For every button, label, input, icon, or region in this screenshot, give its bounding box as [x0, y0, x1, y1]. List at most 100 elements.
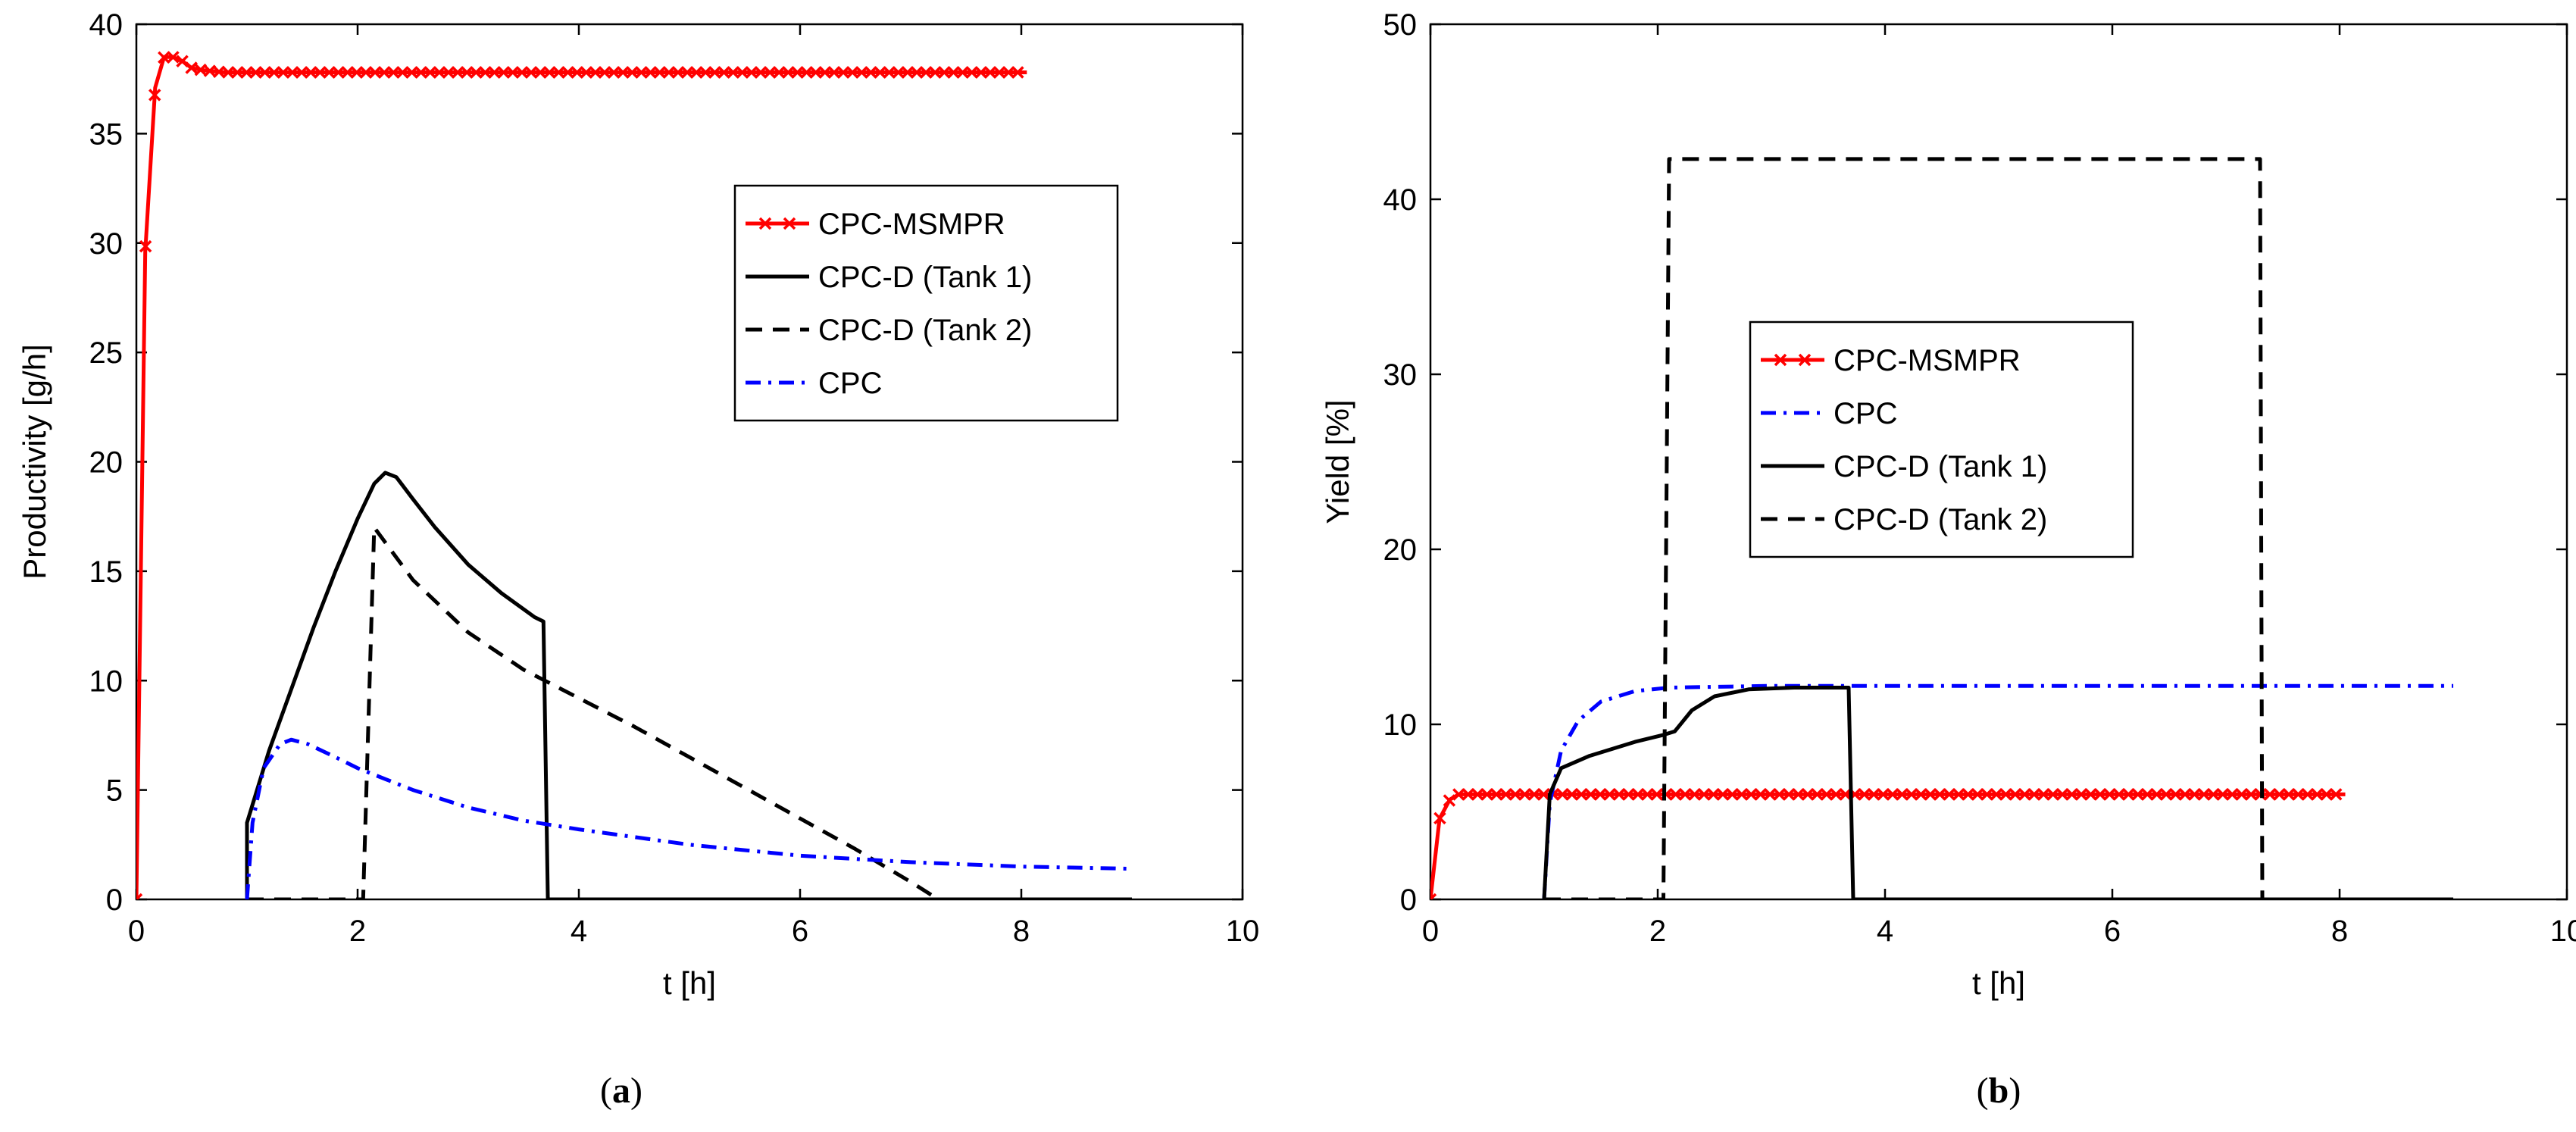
chart-b-series-cpc-msmpr-marker: [1962, 788, 1974, 801]
chart-a-ytick-label: 0: [106, 883, 123, 917]
chart-a-series-cpc-msmpr-marker: [470, 66, 483, 79]
chart-b-series-cpc-msmpr-marker: [1999, 788, 2012, 801]
chart-b-series-cpc-msmpr-marker: [1584, 788, 1597, 801]
chart-a-series-cpc-msmpr-marker: [1002, 66, 1015, 79]
chart-a-series-cpc-msmpr-marker: [387, 66, 400, 79]
chart-a-series-cpc-msmpr-marker: [221, 66, 235, 79]
chart-a-series-cpc-msmpr-marker: [314, 66, 327, 79]
chart-b-series-cpc-msmpr-marker: [2018, 788, 2031, 801]
chart-b-series-cpc-msmpr-marker: [1934, 788, 1946, 801]
chart-a-legend-label: CPC-D (Tank 2): [818, 314, 1032, 347]
chart-b-series-cpc-msmpr-marker: [2178, 788, 2192, 801]
chart-b-series-cpc-msmpr-marker: [2159, 788, 2173, 801]
chart-b-series-cpc-msmpr-marker: [1641, 788, 1654, 801]
chart-a-series-cpc-msmpr-marker: [773, 66, 786, 79]
chart-b-series-cpc-msmpr-marker: [1905, 788, 1918, 801]
chart-a-ytick-label: 35: [89, 117, 123, 151]
chart-a-series-cpc-msmpr-marker: [800, 66, 813, 79]
chart-b-series-cpc-msmpr-marker: [1830, 788, 1843, 801]
chart-a-series-cpc-msmpr-marker: [396, 66, 409, 79]
chart-b-series-cpc-msmpr-marker: [1858, 788, 1871, 801]
chart-a-xlabel: t [h]: [663, 965, 716, 1001]
chart-a-series-cpc-msmpr-marker: [589, 66, 602, 79]
chart-b-series-cpc-msmpr-marker: [2282, 788, 2296, 801]
chart-a-series-cpc-msmpr-marker: [1011, 66, 1024, 79]
chart-a-series-cpc-msmpr-marker: [883, 66, 896, 79]
chart-b-series-cpc-msmpr-marker: [1915, 788, 1927, 801]
chart-b-series-cpc-msmpr-marker: [2112, 788, 2126, 801]
chart-a-series-cpc-msmpr-marker: [359, 66, 373, 79]
chart-b-xtick-label: 0: [1422, 915, 1439, 948]
chart-b-series-cpc-msmpr-marker: [1707, 788, 1720, 801]
chart-a-series-cpc-msmpr-marker: [864, 66, 877, 79]
chart-b-series-cpc-msmpr-marker: [2084, 788, 2097, 801]
chart-b-series-cpc-msmpr-line: [1430, 792, 2346, 899]
chart-a-series-cpc-msmpr-marker: [699, 66, 712, 79]
chart-b-series-cpc-msmpr-marker: [2292, 788, 2305, 801]
chart-a-ytick-label: 40: [89, 8, 123, 42]
chart-b-series-cpc-msmpr-marker: [1499, 788, 1512, 801]
chart-a-series-cpc-msmpr-marker: [240, 66, 253, 79]
chart-b-series-cpc-msmpr-marker: [2009, 788, 2022, 801]
chart-a-series-cpc-msmpr-marker: [277, 66, 290, 79]
chart-b-legend: CPC-MSMPR CPC CPC-D (Tank 1) CPC-D (Tank 2): [1749, 321, 2134, 558]
chart-b-series-cpc-msmpr-marker: [1508, 788, 1522, 801]
chart-a-series-cpc-msmpr-marker: [167, 51, 180, 64]
chart-a-series-cpc-msmpr-marker: [368, 66, 382, 79]
chart-a-series-cpc-msmpr-marker: [607, 66, 621, 79]
chart-a-series-cpc-msmpr-marker: [662, 66, 676, 79]
chart-a-ytick-label: 15: [89, 555, 123, 589]
chart-b-series-cpc-msmpr-marker: [2046, 788, 2059, 801]
chart-a-series-cpc-msmpr-marker: [231, 66, 244, 79]
chart-a-xtick-label: 10: [1226, 915, 1260, 948]
chart-b-series-cpc-msmpr-marker: [2122, 788, 2135, 801]
chart-b-series-cpc-msmpr-marker: [1792, 788, 1805, 801]
chart-b-series-cpc-msmpr-marker: [2301, 788, 2315, 801]
chart-b-series-cpc-msmpr-marker: [1716, 788, 1730, 801]
chart-a-series-cpc-msmpr-marker: [727, 66, 739, 79]
chart-a-series-cpc-msmpr-marker: [836, 66, 850, 79]
chart-a-series-cpc-msmpr-marker: [148, 89, 161, 102]
chart-a-series-cpc-msmpr-marker: [855, 66, 868, 79]
chart-a-series-cpc-msmpr-marker: [892, 66, 905, 79]
chart-a-series-cpc-msmpr-marker: [965, 66, 978, 79]
chart-a-series-cpc-msmpr-marker: [305, 66, 317, 79]
chart-b-series-cpc-msmpr-marker: [2131, 788, 2144, 801]
chart-b-series-cpc-msmpr-marker: [1433, 811, 1446, 825]
chart-b-series-cpc-msmpr-marker: [2065, 788, 2078, 801]
chart-a-series-cpc-msmpr-marker: [689, 66, 703, 79]
chart-a-ytick-label: 5: [106, 774, 123, 808]
chart-b-series-cpc-msmpr-marker: [1811, 788, 1824, 801]
chart-b-series-cpc-msmpr-marker: [1471, 788, 1484, 801]
chart-panel-b: 0 2 4 6 8 10 0 10 20 30 40 50 t [h] Yield [%] CPC-MSMP…: [1288, 0, 2576, 1132]
chart-a-legend-label: CPC: [818, 367, 882, 400]
chart-a-series-cpc-msmpr-marker: [818, 66, 832, 79]
chart-b-series-cpc-msmpr-marker: [2235, 788, 2248, 801]
chart-a-series-cpc-d-tank-1: [245, 471, 1132, 899]
chart-b-series-cpc-msmpr-marker: [1943, 788, 1955, 801]
chart-a-series-cpc-msmpr-marker: [736, 66, 749, 79]
chart-a-xtick-label: 2: [349, 915, 366, 948]
chart-b-series-cpc-msmpr-marker: [2244, 788, 2258, 801]
chart-a-series-cpc-msmpr-marker: [598, 66, 611, 79]
chart-a-series-cpc-msmpr-marker: [139, 239, 152, 253]
chart-b-legend-marker: [1774, 353, 1787, 367]
chart-a-series-cpc-msmpr-marker: [635, 66, 648, 79]
chart-a-series-cpc-msmpr-marker: [377, 66, 391, 79]
chart-a-series-cpc-msmpr-marker: [286, 66, 299, 79]
chart-b-series-cpc-msmpr-marker: [1980, 788, 1993, 801]
chart-b-ytick-label: 0: [1400, 883, 1417, 917]
chart-a-series-cpc-msmpr-marker: [533, 66, 547, 79]
chart-b-series-cpc-msmpr-marker: [2037, 788, 2050, 801]
chart-a-series-cpc-msmpr-marker: [827, 66, 841, 79]
chart-b-series-cpc-d-tank-2-line: [1544, 157, 2265, 899]
chart-b-series-cpc-msmpr-marker: [1593, 788, 1607, 801]
chart-b-series-cpc-msmpr-marker: [1924, 788, 1937, 801]
chart-a-series-cpc-msmpr-marker: [488, 66, 501, 79]
chart-b-series-cpc-msmpr: [1430, 788, 2346, 899]
chart-a-series-cpc-msmpr-marker: [451, 66, 464, 79]
chart-a-series-cpc-msmpr-marker: [745, 66, 758, 79]
chart-b-xtick-label: 6: [2104, 915, 2121, 948]
chart-a-legend-marker: [783, 217, 796, 230]
chart-b-series-cpc-msmpr-marker: [2093, 788, 2107, 801]
